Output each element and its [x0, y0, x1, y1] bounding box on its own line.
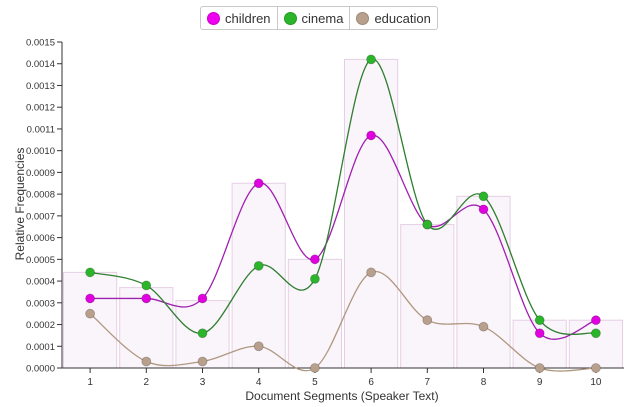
point-cinema-2	[141, 280, 152, 291]
point-children-8	[478, 204, 489, 215]
point-education-5	[309, 363, 320, 373]
point-education-10	[591, 363, 601, 373]
y-tick-label: 0.0006	[26, 233, 55, 244]
x-tick-label: 1	[87, 377, 93, 388]
point-cinema-5	[309, 273, 320, 284]
point-children-9	[534, 328, 545, 339]
y-tick-label: 0.0001	[26, 342, 55, 353]
x-tick-label: 6	[368, 377, 374, 388]
point-cinema-8	[478, 191, 489, 202]
lines-layer	[89, 58, 597, 372]
point-children-3	[197, 293, 208, 304]
axes-layer: 0.0000 0.0001 0.0002 0.0003 0.0004 0.0005 0.00…	[26, 38, 624, 388]
point-children-6	[366, 130, 377, 141]
point-cinema-1	[85, 267, 95, 278]
x-tick-label: 9	[537, 377, 543, 388]
x-tick-label: 2	[144, 377, 150, 388]
bar-8	[456, 195, 511, 369]
y-tick-label: 0.0002	[26, 320, 55, 331]
x-tick-label: 5	[312, 377, 318, 388]
legend-item-children[interactable]: children	[201, 7, 278, 29]
y-tick-label: 0.0015	[26, 38, 55, 49]
series-line-education	[89, 270, 596, 372]
y-tick-label: 0.0013	[26, 81, 55, 92]
y-tick-label: 0.0012	[26, 103, 55, 114]
point-education-6	[366, 267, 377, 278]
point-children-10	[591, 315, 601, 326]
chart-legend: children cinema education	[200, 6, 438, 30]
y-tick-label: 0.0014	[26, 59, 55, 70]
x-tick-label: 10	[590, 377, 602, 388]
point-children-5	[309, 254, 320, 265]
bar-4	[231, 182, 286, 369]
y-tick-label: 0.0000	[26, 364, 55, 375]
x-tick-label: 8	[481, 377, 487, 388]
point-children-1	[85, 293, 95, 304]
legend-item-cinema[interactable]: cinema	[278, 7, 351, 29]
bar-1	[63, 271, 118, 369]
legend-label-children: children	[225, 10, 271, 26]
point-education-1	[85, 308, 95, 319]
y-tick-label: 0.0005	[26, 255, 55, 266]
y-tick-label: 0.0004	[26, 277, 55, 288]
x-axis-label: Document Segments (Speaker Text)	[245, 389, 438, 403]
point-children-2	[141, 293, 152, 304]
point-cinema-3	[197, 328, 208, 339]
legend-item-education[interactable]: education	[350, 7, 436, 29]
points-layer	[85, 54, 601, 373]
point-education-9	[534, 363, 545, 373]
point-education-7	[422, 315, 433, 326]
y-tick-label: 0.0009	[26, 168, 55, 179]
legend-swatch-children	[207, 11, 220, 25]
y-tick-label: 0.0003	[26, 298, 55, 309]
y-tick-label: 0.0011	[27, 124, 55, 135]
series-line-cinema	[89, 58, 597, 336]
point-cinema-4	[253, 260, 264, 271]
point-children-4	[253, 178, 264, 189]
x-tick-label: 7	[425, 377, 431, 388]
legend-label-cinema: cinema	[301, 10, 344, 26]
x-tick-label: 4	[256, 377, 262, 388]
y-tick-label: 0.0007	[26, 211, 55, 222]
point-education-3	[197, 356, 208, 367]
point-education-2	[141, 356, 152, 367]
bar-9	[512, 319, 567, 369]
point-cinema-7	[422, 219, 433, 230]
y-axis-label: Relative Frequencies	[13, 148, 27, 261]
point-cinema-10	[591, 328, 601, 339]
y-tick-label: 0.0008	[26, 190, 55, 201]
bar-6	[344, 58, 399, 369]
legend-swatch-cinema	[283, 11, 297, 25]
legend-label-education: education	[374, 10, 431, 26]
bar-7	[400, 224, 455, 369]
point-cinema-6	[366, 54, 377, 65]
x-tick-label: 3	[200, 377, 206, 388]
y-tick-label: 0.0010	[26, 146, 55, 157]
point-cinema-9	[534, 315, 545, 326]
legend-swatch-education	[356, 11, 370, 25]
point-education-4	[253, 341, 264, 352]
bar-10	[568, 319, 623, 369]
series-line-children	[90, 134, 597, 340]
point-education-8	[478, 321, 489, 332]
